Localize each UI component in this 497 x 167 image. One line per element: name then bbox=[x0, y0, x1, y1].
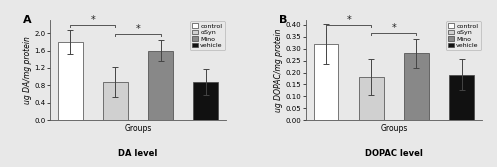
Text: A: A bbox=[23, 15, 32, 25]
Text: *: * bbox=[346, 15, 351, 25]
Bar bbox=[58, 42, 83, 120]
Y-axis label: ug DOPAC/mg protein: ug DOPAC/mg protein bbox=[274, 28, 283, 112]
Bar bbox=[314, 44, 338, 120]
Bar bbox=[404, 53, 429, 120]
Text: *: * bbox=[136, 24, 140, 34]
Legend: control, αSyn, Mino, vehicle: control, αSyn, Mino, vehicle bbox=[190, 21, 225, 50]
Bar bbox=[449, 75, 474, 120]
Text: *: * bbox=[90, 15, 95, 25]
X-axis label: Groups: Groups bbox=[124, 124, 152, 133]
Y-axis label: ug DA/mg protein: ug DA/mg protein bbox=[22, 36, 31, 104]
X-axis label: Groups: Groups bbox=[380, 124, 408, 133]
Bar bbox=[359, 77, 384, 120]
Bar bbox=[103, 82, 128, 120]
Title: DOPAC level: DOPAC level bbox=[365, 148, 423, 157]
Legend: control, αSyn, Mino, vehicle: control, αSyn, Mino, vehicle bbox=[446, 21, 481, 50]
Title: DA level: DA level bbox=[118, 148, 158, 157]
Text: *: * bbox=[392, 23, 396, 33]
Bar bbox=[193, 82, 218, 120]
Bar bbox=[148, 51, 173, 120]
Text: B: B bbox=[279, 15, 287, 25]
